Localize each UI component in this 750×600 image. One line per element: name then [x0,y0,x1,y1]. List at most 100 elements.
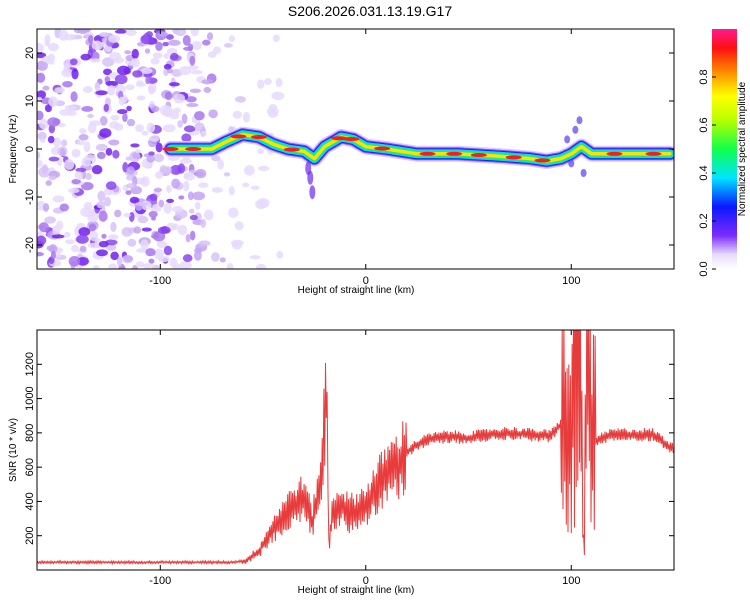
ridge-peak [250,135,267,139]
noise-speckle [257,148,264,155]
ridge-spike [576,116,583,125]
noise-speckle [212,46,222,54]
noise-speckle [69,58,78,66]
noise-speckle [173,93,186,104]
noise-speckle [110,114,120,121]
ridge-peak [343,137,360,141]
noise-speckle [82,86,93,93]
noise-speckle [129,151,141,163]
noise-speckle [77,140,85,146]
noise-speckle [52,195,65,203]
ridge-dip [309,185,316,200]
noise-speckle [171,178,181,189]
noise-speckle [159,104,172,116]
noise-speckle [105,80,118,87]
noise-speckle [163,63,172,70]
noise-speckle [163,245,173,256]
noise-speckle [174,29,187,37]
noise-speckle [38,222,49,233]
noise-speckle [116,65,130,76]
noise-speckle [140,34,153,45]
noise-speckle [272,34,280,42]
noise-speckle [153,187,163,193]
noise-speckle [135,201,149,206]
noise-speckle [135,82,146,87]
ridge-peak [374,146,391,151]
noise-speckle [230,239,244,247]
noise-speckle [193,250,202,261]
noise-speckle [96,151,106,160]
noise-speckle [79,245,87,253]
noise-speckle [202,39,211,46]
noise-speckle [51,234,65,239]
noise-speckle [122,255,133,264]
noise-speckle [244,165,255,176]
noise-speckle [228,207,239,218]
colorbar-tick-label: 0.8 [698,69,710,84]
noise-speckle [37,96,43,102]
noise-speckle [141,227,152,232]
snr-y-tick-label: 800 [24,424,36,442]
noise-speckle [80,181,94,191]
noise-speckle [108,34,120,43]
noise-speckle [125,29,137,36]
noise-speckle [87,35,94,44]
noise-speckle [183,180,190,192]
noise-speckle [137,215,149,224]
snr-y-tick-label: 600 [24,458,36,476]
noise-speckle [177,163,186,174]
ridge-peak [606,151,623,156]
noise-speckle [77,29,88,34]
noise-speckle [37,110,44,121]
noise-speckle [81,157,91,167]
snr-frame [36,329,675,571]
noise-speckle [37,200,46,208]
noise-speckle [113,123,124,131]
noise-speckle [194,201,201,210]
noise-speckle [71,148,81,158]
noise-speckle [223,43,233,48]
ridge-peak [419,151,436,156]
chart-title: S206.2026.031.13.19.G17 [288,3,452,19]
noise-speckle [130,58,140,68]
noise-speckle [192,191,206,201]
noise-speckle [134,177,147,185]
spectrogram-y-tick-label: 10 [24,95,36,107]
noise-speckle [64,231,71,238]
noise-region [37,29,285,269]
noise-speckle [108,139,120,146]
ridge-peak [446,151,463,156]
noise-speckle [201,79,214,85]
snr-panel: -100 0 100 200 400 600 800 1000 1200 Height of … [8,329,675,596]
noise-speckle [125,183,136,189]
noise-speckle [50,250,56,260]
noise-speckle [101,37,107,43]
ridge-peak [331,136,348,141]
noise-speckle [59,203,69,212]
noise-speckle [189,55,196,66]
noise-speckle [130,143,140,148]
noise-speckle [71,244,79,253]
noise-speckle [181,133,192,143]
noise-speckle [257,165,270,171]
noise-speckle [156,240,168,249]
noise-speckle [92,264,100,269]
noise-speckle [44,104,52,113]
noise-speckle [105,181,117,190]
noise-speckle [74,171,84,181]
spectrogram-x-tick-label: -100 [149,275,171,287]
colorbar-ticks: 0.0 0.2 0.4 0.6 0.8 [698,69,716,277]
noise-speckle [55,252,62,258]
noise-speckle [41,164,49,175]
snr-y-tick-label: 400 [24,492,36,510]
spectrogram-x-tick-label: 0 [363,275,369,287]
noise-speckle [75,167,87,173]
spectrogram-x-axis-label: Height of straight line (km) [298,285,415,296]
noise-speckle [228,35,235,43]
noise-speckle [61,68,75,78]
ridge-peak [470,153,487,157]
noise-speckle [200,130,207,137]
noise-speckle [275,78,283,88]
noise-speckle [226,262,234,269]
noise-speckle [178,195,185,200]
